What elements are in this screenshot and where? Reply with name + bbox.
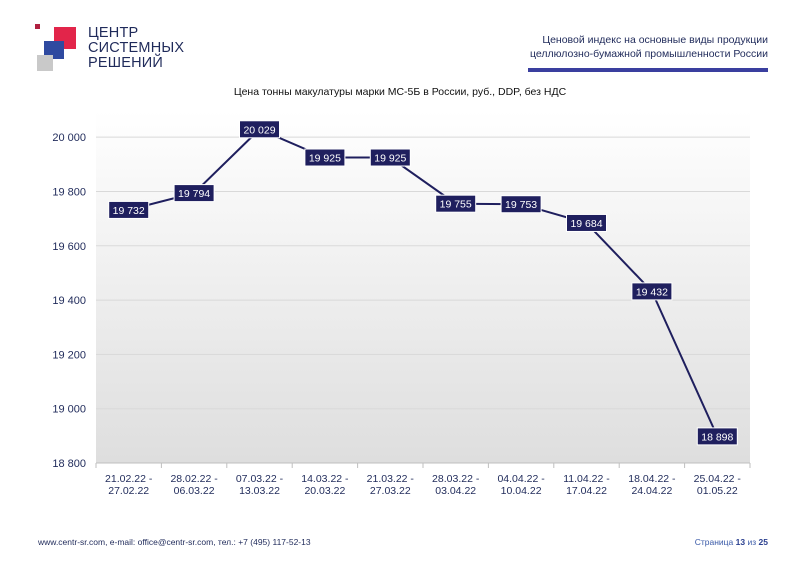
data-label-box xyxy=(566,213,607,232)
x-tick-label: 21.03.22 - xyxy=(367,473,415,485)
x-tick-label: 11.04.22 - xyxy=(563,473,610,485)
data-label: 19 794 xyxy=(173,184,215,203)
x-tick-label: 07.03.22 - xyxy=(236,473,284,485)
y-tick-label: 19 600 xyxy=(52,241,86,253)
x-tick-label: 17.04.22 xyxy=(566,485,607,497)
page-current: 13 xyxy=(735,537,746,547)
x-tick-label: 06.03.22 xyxy=(174,485,215,497)
x-tick-label: 20.03.22 xyxy=(304,485,345,497)
data-label: 19 755 xyxy=(435,194,477,213)
data-label: 19 432 xyxy=(631,282,673,301)
data-label: 19 925 xyxy=(304,148,346,167)
data-label-text: 19 755 xyxy=(440,199,472,211)
y-tick-label: 19 000 xyxy=(52,404,86,416)
header-line-2: целлюлозно-бумажной промышленности Росси… xyxy=(529,48,768,60)
x-tick-label: 27.03.22 xyxy=(370,485,411,497)
data-label-box xyxy=(108,200,150,219)
chart-title: Цена тонны макулатуры марки МС-5Б в Росс… xyxy=(233,86,567,98)
data-label-text: 18 898 xyxy=(701,431,733,443)
x-tick-label: 27.02.22 xyxy=(108,485,149,497)
header-line-1: Ценовой индекс на основные виды продукци… xyxy=(542,34,768,46)
data-label-box xyxy=(696,427,738,446)
data-label: 19 925 xyxy=(369,148,411,167)
line-chart: 18 800 19 000 19 200 19 400 19 600 19 800 20 0… xyxy=(52,110,751,497)
logo-line-3: РЕШЕНИЙ xyxy=(88,55,164,71)
data-label-text: 19 925 xyxy=(374,153,406,165)
y-tick-label: 20 000 xyxy=(52,132,86,144)
x-tick-label: 24.04.22 xyxy=(631,485,672,497)
x-tick-label: 28.02.22 - xyxy=(170,473,218,485)
logo-text: ЦЕНТР СИСТЕМНЫХ РЕШЕНИЙ xyxy=(88,26,184,71)
data-label-box xyxy=(369,148,411,167)
data-label-text: 19 925 xyxy=(309,153,341,165)
data-label-box xyxy=(239,120,280,139)
data-label-text: 19 732 xyxy=(113,205,145,217)
data-label-text: 20 029 xyxy=(243,124,275,136)
data-label-text: 19 753 xyxy=(505,199,537,211)
logo-mark-icon xyxy=(35,24,76,71)
header-title: Ценовой индекс на основные виды продукци… xyxy=(468,33,768,61)
x-tick-label: 13.03.22 xyxy=(239,485,280,497)
y-tick-label: 19 400 xyxy=(52,295,86,307)
data-label: 19 753 xyxy=(500,195,542,214)
page-indicator: Страница 13 из 25 xyxy=(695,537,768,547)
series-line xyxy=(128,128,719,437)
data-label-box xyxy=(631,282,673,301)
x-tick-label: 18.04.22 - xyxy=(628,473,676,485)
company-logo: ЦЕНТР СИСТЕМНЫХ РЕШЕНИЙ xyxy=(35,24,185,80)
x-tick-label: 04.04.22 - xyxy=(497,473,545,485)
data-label-box xyxy=(500,195,542,214)
x-tick-label: 01.05.22 xyxy=(697,485,738,497)
header-accent-bar xyxy=(528,68,768,72)
x-tick-label: 03.04.22 xyxy=(435,485,476,497)
page-total: 25 xyxy=(758,537,768,547)
x-tick-label: 21.02.22 - xyxy=(105,473,153,485)
x-tick-label: 28.03.22 - xyxy=(432,473,480,485)
logo-line-1: ЦЕНТР xyxy=(88,25,139,41)
footer-contacts: www.centr-sr.com, e-mail: office@centr-s… xyxy=(38,537,311,547)
data-label-box xyxy=(304,148,346,167)
logo-line-2: СИСТЕМНЫХ xyxy=(88,40,185,56)
data-label-box xyxy=(435,194,477,213)
page-of: из xyxy=(747,537,757,547)
y-tick-label: 19 800 xyxy=(52,186,86,198)
x-tick-label: 14.03.22 - xyxy=(301,473,349,485)
y-tick-label: 19 200 xyxy=(52,349,86,361)
data-label-text: 19 684 xyxy=(570,218,602,230)
page-word: Страница xyxy=(694,537,734,547)
data-label: 20 029 xyxy=(239,120,280,139)
data-label-text: 19 432 xyxy=(636,286,668,298)
data-label: 18 898 xyxy=(696,427,738,446)
data-label: 19 684 xyxy=(566,213,607,232)
data-label-box xyxy=(173,184,215,203)
x-tick-label: 10.04.22 xyxy=(501,485,542,497)
data-label: 19 732 xyxy=(108,200,150,219)
data-label-text: 19 794 xyxy=(178,188,210,200)
x-tick-label: 25.04.22 - xyxy=(694,473,742,485)
y-tick-label: 18 800 xyxy=(52,458,86,470)
